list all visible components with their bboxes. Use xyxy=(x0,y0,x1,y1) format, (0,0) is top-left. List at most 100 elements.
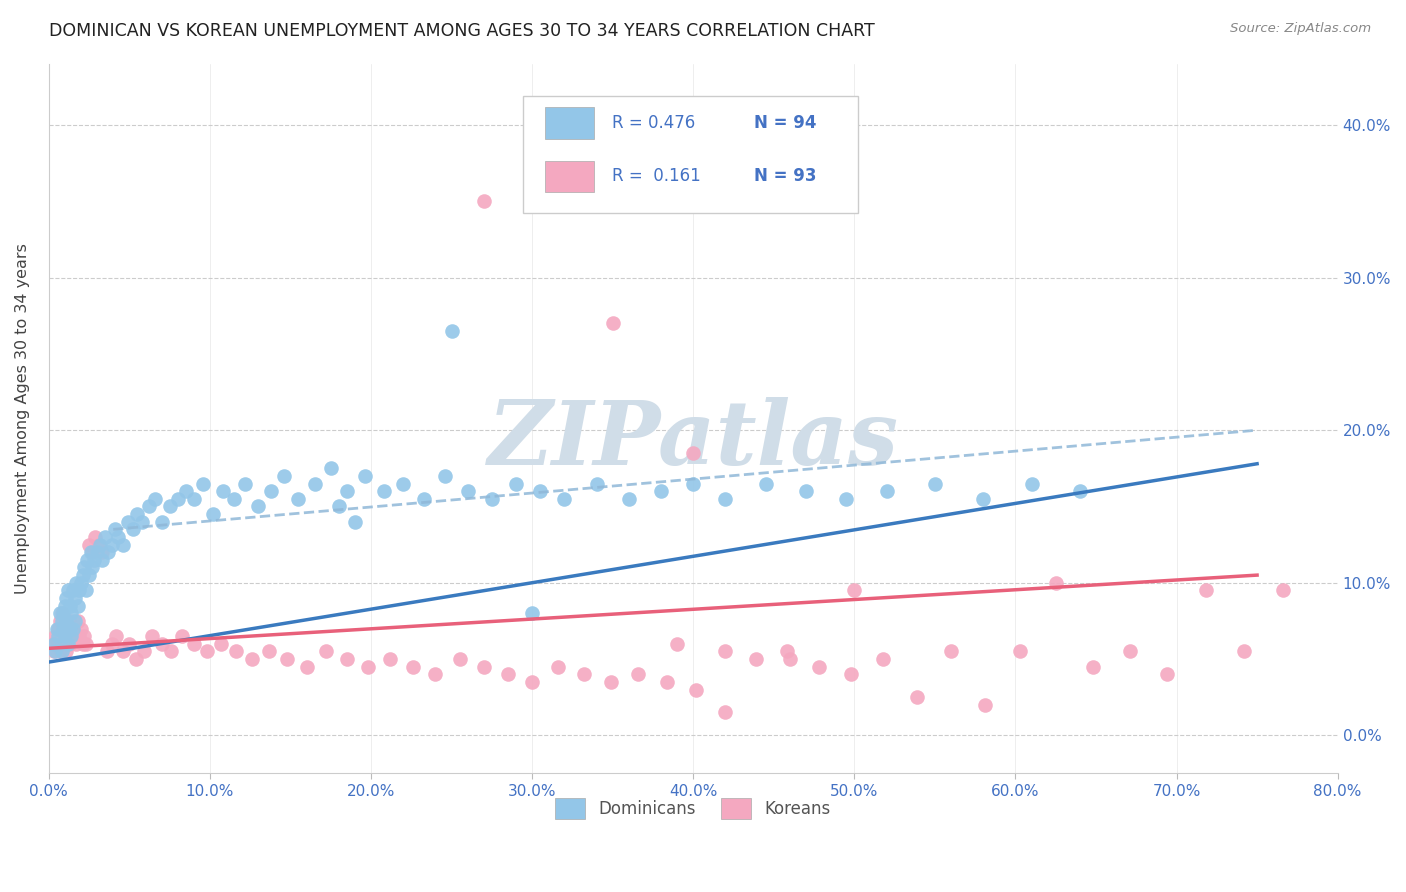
Text: ZIPatlas: ZIPatlas xyxy=(488,397,898,483)
Point xyxy=(41,637,63,651)
Point xyxy=(90,553,112,567)
Point xyxy=(1156,667,1178,681)
Point xyxy=(118,637,141,651)
Point xyxy=(77,538,100,552)
Point xyxy=(682,446,704,460)
Point xyxy=(905,690,928,705)
Point xyxy=(90,545,112,559)
Point xyxy=(211,484,233,499)
Point xyxy=(343,515,366,529)
Point xyxy=(100,538,122,552)
Point xyxy=(55,644,77,658)
Point xyxy=(138,500,160,514)
Point xyxy=(48,622,70,636)
Point xyxy=(1194,583,1216,598)
Point xyxy=(59,637,82,651)
Point xyxy=(60,607,83,621)
Point xyxy=(402,659,425,673)
Point xyxy=(67,583,90,598)
Point xyxy=(127,507,149,521)
Point xyxy=(617,491,640,506)
Point xyxy=(87,538,110,552)
Point xyxy=(304,476,326,491)
Point xyxy=(62,583,84,598)
Point xyxy=(160,644,183,658)
Point xyxy=(56,629,79,643)
Text: Source: ZipAtlas.com: Source: ZipAtlas.com xyxy=(1230,22,1371,36)
Point xyxy=(107,530,129,544)
Point xyxy=(117,515,139,529)
Point xyxy=(650,484,672,499)
Y-axis label: Unemployment Among Ages 30 to 34 years: Unemployment Among Ages 30 to 34 years xyxy=(15,244,30,594)
Point xyxy=(496,667,519,681)
Text: DOMINICAN VS KOREAN UNEMPLOYMENT AMONG AGES 30 TO 34 YEARS CORRELATION CHART: DOMINICAN VS KOREAN UNEMPLOYMENT AMONG A… xyxy=(49,22,875,40)
Point xyxy=(111,644,134,658)
Point xyxy=(1010,644,1032,658)
Point xyxy=(380,652,402,666)
Point xyxy=(66,614,89,628)
Point xyxy=(52,637,75,651)
Point xyxy=(125,652,148,666)
Point xyxy=(131,515,153,529)
Point xyxy=(143,491,166,506)
Point xyxy=(779,652,801,666)
Point xyxy=(51,629,73,643)
Point xyxy=(666,637,689,651)
Point xyxy=(70,575,93,590)
Point xyxy=(51,607,73,621)
Point xyxy=(939,644,962,658)
Point xyxy=(209,637,232,651)
Point xyxy=(260,484,283,499)
Point xyxy=(425,667,447,681)
Point xyxy=(77,568,100,582)
Point xyxy=(172,629,194,643)
Point xyxy=(315,644,337,658)
Point xyxy=(794,484,817,499)
Point xyxy=(336,652,359,666)
Point xyxy=(59,622,82,636)
Point xyxy=(53,629,76,643)
Point xyxy=(202,507,225,521)
Point xyxy=(682,476,704,491)
Point xyxy=(53,599,76,613)
Point xyxy=(53,614,76,628)
Point xyxy=(319,461,342,475)
Point xyxy=(353,469,375,483)
Point xyxy=(529,484,551,499)
Point xyxy=(1233,644,1256,658)
Point xyxy=(60,629,83,643)
Point xyxy=(1271,583,1294,598)
Point xyxy=(685,682,707,697)
Point xyxy=(121,522,143,536)
Point xyxy=(49,607,72,621)
Point xyxy=(520,674,543,689)
Point xyxy=(42,637,65,651)
Point xyxy=(86,545,108,559)
Point xyxy=(872,652,894,666)
Point xyxy=(553,491,575,506)
Point xyxy=(1081,659,1104,673)
Point xyxy=(247,500,270,514)
Point xyxy=(66,599,89,613)
Point xyxy=(75,637,97,651)
Point xyxy=(924,476,946,491)
Point xyxy=(89,538,111,552)
Point xyxy=(60,629,83,643)
Point xyxy=(600,674,623,689)
Point xyxy=(63,629,86,643)
Point xyxy=(222,491,245,506)
Point xyxy=(357,659,380,673)
Point xyxy=(52,622,75,636)
Point xyxy=(59,614,82,628)
Point xyxy=(44,644,66,658)
Point xyxy=(94,530,117,544)
Point xyxy=(56,637,79,651)
Point xyxy=(627,667,650,681)
FancyBboxPatch shape xyxy=(546,161,593,192)
Point xyxy=(49,644,72,658)
Point xyxy=(472,659,495,673)
Point xyxy=(63,591,86,605)
Point xyxy=(295,659,318,673)
Point xyxy=(755,476,778,491)
Point xyxy=(449,652,471,666)
